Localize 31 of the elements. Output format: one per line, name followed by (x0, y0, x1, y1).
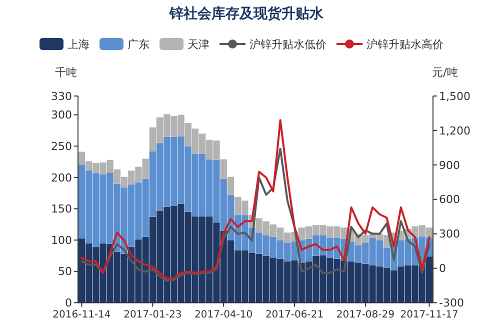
y-tick-label: 100 (51, 234, 72, 247)
y-tick-label: 50 (58, 265, 72, 278)
line-series (80, 148, 430, 282)
chart-title: 锌社会库存及现货升贴水 (168, 5, 324, 22)
y-tick-label: 250 (51, 140, 72, 153)
x-tick-label: 2017-06-21 (265, 310, 324, 321)
y2-tick-label: 300 (439, 228, 460, 241)
x-tick-label: 2017-11-17 (400, 310, 458, 321)
y-tick-label: 0 (65, 296, 72, 310)
x-tick-label: 2017-01-23 (124, 310, 182, 321)
y2-tick-label: 1,200 (439, 124, 470, 138)
legend-label: 广东 (128, 38, 150, 51)
y-tick-label: 330 (51, 90, 72, 103)
y-tick-label: 300 (51, 108, 72, 122)
y2-tick-label: 600 (439, 193, 460, 206)
legend-label: 天津 (188, 38, 210, 51)
x-tick-label: 2017-04-10 (194, 310, 253, 321)
x-tick-label: 2017-08-29 (336, 310, 395, 321)
y-tick-label: 200 (51, 171, 72, 184)
y2-tick-label: 900 (439, 158, 460, 172)
y2-axis-title: 元/吨 (432, 66, 458, 79)
y2-tick-label: 0 (439, 262, 446, 276)
y2-tick-label: 1,500 (439, 90, 470, 103)
line-series (80, 119, 430, 280)
y-axis-title: 千吨 (55, 66, 77, 79)
legend-label: 沪锌升贴水高价 (366, 38, 444, 51)
legend-label: 上海 (68, 38, 90, 51)
x-tick-label: 2016-11-14 (52, 310, 111, 321)
y2-tick-label: -300 (439, 296, 464, 310)
legend-label: 沪锌升贴水低价 (250, 38, 326, 51)
y-tick-label: 150 (51, 202, 72, 216)
